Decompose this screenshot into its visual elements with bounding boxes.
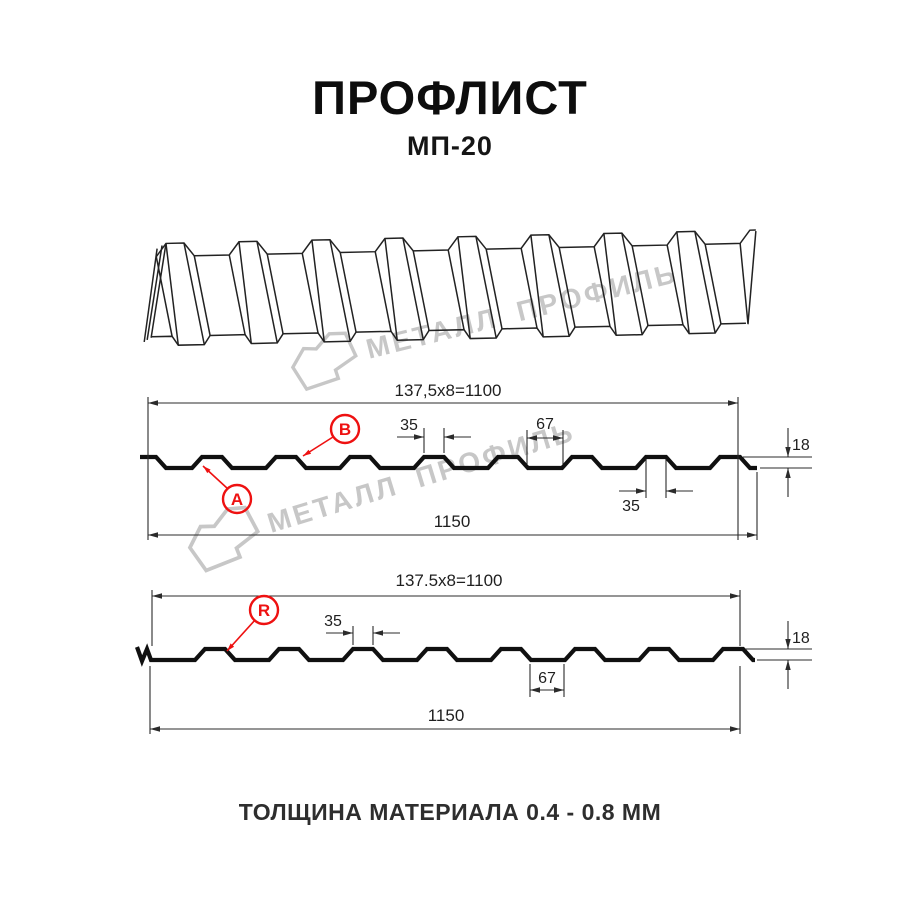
rib-bend-line: [485, 249, 503, 329]
rib-bend-line: [228, 254, 246, 335]
rib-bend-line: [266, 253, 284, 334]
rib-bend-line: [402, 237, 424, 340]
dim-pitch-formula-r: 137.5x8=1100: [396, 571, 503, 590]
rib-bend-line: [530, 235, 544, 337]
arrowhead: [747, 532, 757, 538]
side-r-marker-circle: [248, 594, 280, 626]
arrowhead: [553, 435, 563, 441]
rib-bend-line: [311, 240, 326, 342]
arrowhead: [444, 434, 454, 440]
arrowhead: [303, 449, 312, 456]
rib-bend-line: [329, 239, 351, 342]
arrowhead: [227, 643, 235, 651]
arrowhead: [728, 400, 738, 406]
material-thickness-note: ТОЛЩИНА МАТЕРИАЛА 0.4 - 0.8 ММ: [238, 799, 662, 825]
rib-bend-line: [447, 249, 465, 330]
rib-bend-line: [457, 236, 471, 339]
dim-profile-height-a: 18: [792, 437, 810, 454]
rib-bend-line: [548, 234, 570, 337]
profile-3d-view: [143, 229, 757, 346]
rib-bend-line: [676, 231, 690, 334]
rib-bend-line: [374, 251, 392, 332]
rib-bend-line: [558, 247, 576, 328]
dim-valley-width-r: 67: [538, 670, 556, 687]
side-b-marker-circle: [329, 413, 361, 445]
arrowhead: [152, 593, 162, 599]
rib-bend-line: [694, 231, 716, 334]
sheet-near-edge-profile: [151, 322, 746, 346]
rib-bend-line: [631, 245, 649, 326]
rib-bend-line: [739, 243, 749, 324]
arrowhead: [373, 630, 383, 636]
dim-profile-height-r: 18: [792, 630, 810, 647]
arrowhead: [785, 468, 791, 478]
rib-bend-line: [475, 236, 497, 339]
rib-bend-line: [256, 241, 279, 344]
side-r-marker-letter: R: [258, 601, 270, 620]
sheet-left-cut-edge: [143, 248, 158, 343]
rib-bend-line: [412, 250, 430, 331]
rib-bend-line: [704, 244, 722, 325]
arrowhead: [785, 447, 791, 457]
arrowhead: [203, 466, 211, 474]
sheet-left-cut-edge: [146, 245, 163, 341]
dim-rib-top-width-a: 35: [400, 417, 418, 434]
arrowhead: [666, 488, 676, 494]
rib-bend-line: [621, 232, 643, 335]
profile-model-label: МП-20: [407, 131, 493, 161]
dim-rib-bottom-width-a: 35: [622, 498, 640, 515]
rib-bend-line: [183, 242, 206, 345]
rib-bend-line: [384, 238, 398, 341]
dim-rib-top-width-r: 35: [324, 613, 342, 630]
rib-bend-line: [666, 244, 684, 325]
dim-total-width-a: 1150: [434, 512, 471, 531]
arrowhead: [150, 726, 160, 732]
side-a-marker-letter: A: [231, 490, 243, 509]
rib-bend-line: [520, 248, 538, 329]
arrowhead: [148, 532, 158, 538]
dim-total-width-r: 1150: [428, 706, 465, 725]
dim-valley-width-a: 67: [536, 416, 554, 433]
sheet-left-cut-edge: [150, 243, 167, 338]
side-a-marker-circle: [221, 483, 253, 515]
profile-outline-side-a: [140, 454, 757, 471]
arrowhead: [785, 660, 791, 670]
arrowhead: [343, 630, 353, 636]
rib-bend-line: [339, 252, 357, 333]
page-title: ПРОФЛИСТ: [312, 71, 588, 124]
arrowhead: [527, 435, 537, 441]
rib-bend-line: [193, 255, 211, 336]
sheet-far-edge-profile: [155, 229, 756, 258]
arrowhead: [785, 639, 791, 649]
cross-section-a-graphics: [140, 397, 812, 540]
profile-outline-side-r: [135, 643, 755, 667]
arrowhead: [730, 726, 740, 732]
rib-bend-line: [165, 243, 180, 346]
dim-pitch-formula-a: 137,5x8=1100: [395, 381, 502, 400]
sheet-right-cut-edge: [747, 230, 757, 325]
rib-bend-line: [593, 246, 611, 327]
arrowhead: [730, 593, 740, 599]
cross-section-r-graphics: [135, 590, 812, 734]
rib-bend-line: [603, 233, 617, 336]
arrowhead: [414, 434, 424, 440]
arrowhead: [636, 488, 646, 494]
arrowhead: [530, 687, 540, 693]
arrowhead: [148, 400, 158, 406]
rib-bend-line: [301, 253, 319, 334]
rib-bend-line: [238, 241, 253, 344]
arrowhead: [554, 687, 564, 693]
side-b-marker-letter: B: [339, 420, 351, 439]
